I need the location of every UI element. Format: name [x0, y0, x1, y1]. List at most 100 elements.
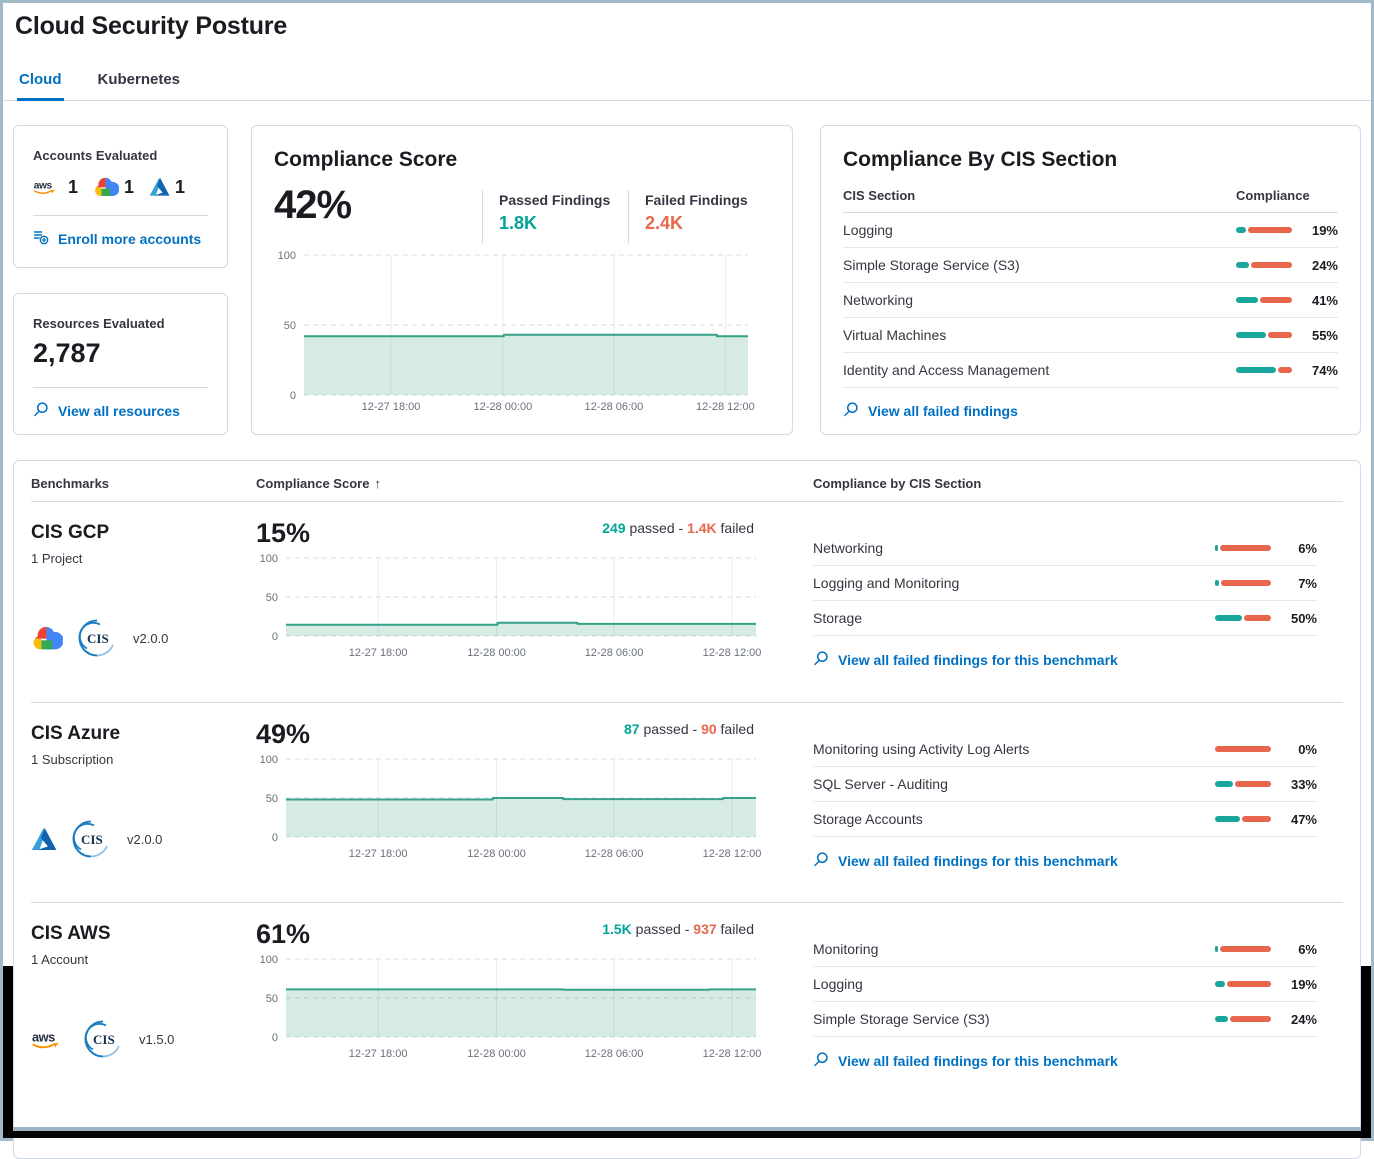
- benchmark-score-section: 15% 249 passed - 1.4K failed 0 50 100 12-27…: [256, 518, 764, 688]
- benchmark-name: CIS Azure: [31, 723, 121, 744]
- compliance-score-column-header[interactable]: Compliance Score ↑: [256, 476, 381, 491]
- svg-text:50: 50: [266, 592, 278, 604]
- gauge-failed-segment: [1251, 262, 1292, 268]
- search-icon: [813, 1051, 829, 1070]
- svg-text:CIS: CIS: [81, 832, 103, 847]
- passed-findings-value: 1.8K: [499, 213, 538, 233]
- gauge-passed-segment: [1236, 227, 1246, 233]
- screen-artifact-bottom: [3, 1131, 1371, 1138]
- card-divider: [33, 215, 208, 216]
- benchmark-version: v1.5.0: [139, 1031, 175, 1047]
- gauge-failed-segment: [1215, 746, 1271, 752]
- provider-logo-icon: aws: [31, 1028, 69, 1051]
- compliance-score-title: Compliance Score: [274, 148, 458, 171]
- gauge-passed-segment: [1215, 545, 1218, 551]
- svg-text:12-28 00:00: 12-28 00:00: [467, 1048, 526, 1060]
- page-content: Cloud Security Posture Cloud Kubernetes …: [3, 12, 1371, 1159]
- svg-text:12-28 12:00: 12-28 12:00: [703, 647, 762, 659]
- view-failed-findings-benchmark-label: View all failed findings for this benchm…: [838, 1052, 1118, 1069]
- cis-logo-icon: CIS: [72, 820, 108, 858]
- benchmark-passed-failed: 1.5K passed - 937 failed: [602, 921, 754, 937]
- view-failed-findings-benchmark-link[interactable]: View all failed findings for this benchm…: [813, 650, 1118, 669]
- svg-text:12-27 18:00: 12-27 18:00: [349, 647, 408, 659]
- gauge-failed-segment: [1220, 545, 1271, 551]
- passed-findings-metric: Passed Findings 1.8K: [482, 190, 628, 244]
- svg-text:50: 50: [266, 793, 278, 805]
- compliance-gauge: [1236, 262, 1292, 268]
- gauge-passed-segment: [1215, 580, 1219, 586]
- cis-section-name: SQL Server - Auditing: [813, 776, 948, 792]
- passed-count: 87: [624, 721, 640, 737]
- cis-section-name: Monitoring: [813, 941, 879, 957]
- cis-section-compliance-value: 41%: [1311, 292, 1338, 308]
- enroll-more-accounts-link[interactable]: Enroll more accounts: [33, 229, 201, 248]
- sort-ascending-icon: ↑: [374, 476, 381, 491]
- view-all-failed-findings-link[interactable]: View all failed findings: [843, 401, 1018, 420]
- compliance-gauge: [1215, 816, 1271, 822]
- gauge-failed-segment: [1230, 1016, 1271, 1022]
- compliance-score-left: Compliance Score 42%: [274, 144, 482, 228]
- aws-logo-icon: aws: [34, 181, 55, 194]
- benchmark-logos: aws CIS v1.5.0: [31, 1019, 256, 1059]
- svg-text:100: 100: [260, 755, 278, 766]
- gauge-passed-segment: [1236, 367, 1276, 373]
- svg-text:12-28 06:00: 12-28 06:00: [585, 647, 644, 659]
- provider-azure: 1: [149, 177, 185, 198]
- accounts-providers: aws 1 1 1: [33, 172, 208, 202]
- passed-findings-label: Passed Findings: [499, 192, 611, 208]
- cis-logo-icon: CIS: [84, 1020, 120, 1058]
- compliance-gauge: [1215, 1016, 1271, 1022]
- gauge-passed-segment: [1215, 981, 1225, 987]
- svg-text:12-28 06:00: 12-28 06:00: [585, 1048, 644, 1060]
- cis-section-row: Virtual Machines 55%: [843, 318, 1338, 353]
- cis-section-panel-title: Compliance By CIS Section: [843, 148, 1118, 171]
- cis-logo-icon: CIS: [82, 1019, 122, 1059]
- compliance-gauge: [1236, 367, 1292, 373]
- benchmark-section-rows: Monitoring using Activity Log Alerts 0% SQ…: [813, 732, 1317, 837]
- cis-section-row: Monitoring 6%: [813, 932, 1317, 967]
- cis-section-compliance-value: 55%: [1311, 327, 1338, 343]
- cis-section-row: Identity and Access Management 74%: [843, 353, 1338, 388]
- gcp-logo-icon: [95, 177, 119, 196]
- svg-text:100: 100: [278, 250, 296, 262]
- cis-section-table-header: CIS Section Compliance: [843, 188, 1338, 213]
- compliance-gauge: [1215, 545, 1271, 551]
- search-icon: [843, 401, 859, 420]
- svg-text:0: 0: [272, 1032, 278, 1044]
- benchmark-trend-chart: 0 50 100 12-27 18:00 12-28 00:00 12-28 06:00 1…: [260, 554, 762, 659]
- view-all-resources-link[interactable]: View all resources: [33, 401, 180, 420]
- benchmark-score-section: 49% 87 passed - 90 failed 0 50 100 12-27 18…: [256, 719, 764, 888]
- benchmark-passed-failed: 249 passed - 1.4K failed: [602, 520, 754, 536]
- cis-section-row: Simple Storage Service (S3) 24%: [813, 1002, 1317, 1037]
- benchmark-version: v2.0.0: [127, 831, 163, 847]
- compliance-gauge: [1215, 615, 1271, 621]
- compliance-score-card: Compliance Score 42% Passed Findings 1.8…: [251, 125, 793, 435]
- view-failed-findings-benchmark-link[interactable]: View all failed findings for this benchm…: [813, 851, 1118, 870]
- tab-kubernetes[interactable]: Kubernetes: [97, 71, 181, 88]
- cis-section-compliance-value: 19%: [1311, 222, 1338, 238]
- benchmark-section-rows: Monitoring 6% Logging 19% Simple Storage Ser…: [813, 932, 1317, 1037]
- svg-text:12-28 00:00: 12-28 00:00: [467, 647, 526, 659]
- gauge-failed-segment: [1260, 297, 1292, 303]
- summary-row: Accounts Evaluated aws 1 1 1: [13, 125, 1361, 435]
- search-icon: [813, 650, 829, 669]
- cis-section-row: Monitoring using Activity Log Alerts 0%: [813, 732, 1317, 767]
- svg-text:12-27 18:00: 12-27 18:00: [362, 401, 421, 413]
- view-failed-findings-benchmark-label: View all failed findings for this benchm…: [838, 651, 1118, 668]
- screen-artifact-bottom-line: [3, 1127, 1371, 1131]
- benchmark-logos: CIS v2.0.0: [31, 819, 256, 859]
- benchmark-sections: Monitoring using Activity Log Alerts 0% SQ…: [764, 719, 1343, 888]
- cis-section-name: Storage Accounts: [813, 811, 923, 827]
- cis-logo-icon: CIS: [76, 618, 116, 658]
- tab-cloud[interactable]: Cloud: [17, 63, 64, 101]
- resources-evaluated-card: Resources Evaluated 2,787 View all resou…: [13, 293, 228, 435]
- compliance-by-cis-section-column-header: Compliance by CIS Section: [813, 476, 982, 491]
- search-icon: [813, 851, 829, 870]
- compliance-gauge: [1215, 946, 1271, 952]
- gauge-failed-segment: [1235, 781, 1271, 787]
- benchmark-name: CIS GCP: [31, 522, 110, 543]
- view-failed-findings-benchmark-link[interactable]: View all failed findings for this benchm…: [813, 1051, 1118, 1070]
- cis-section-compliance-value: 50%: [1290, 610, 1317, 626]
- search-icon: [33, 401, 49, 420]
- compliance-score-header: Compliance Score 42% Passed Findings 1.8…: [274, 144, 770, 244]
